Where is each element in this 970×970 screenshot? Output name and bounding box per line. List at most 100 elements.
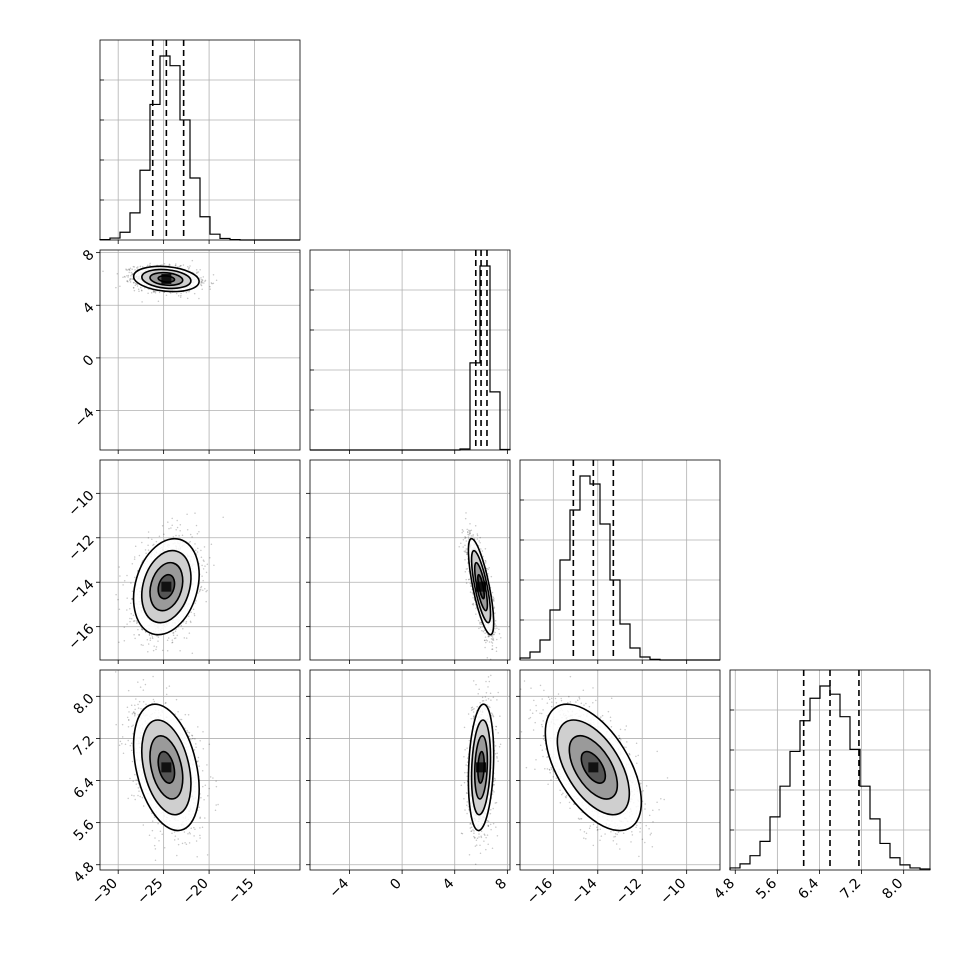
sample-point — [193, 614, 196, 617]
sample-point — [469, 522, 471, 525]
sample-point — [147, 292, 149, 294]
sample-point — [479, 626, 482, 629]
contour-3 — [157, 274, 176, 283]
sample-point — [145, 552, 147, 554]
sample-point — [134, 545, 137, 548]
sample-point — [486, 639, 489, 642]
sample-point — [155, 648, 157, 651]
sample-point — [483, 639, 486, 642]
sample-point — [202, 568, 205, 570]
sample-point — [201, 278, 204, 281]
sample-point — [486, 657, 489, 659]
sample-point — [129, 281, 132, 283]
sample-point — [168, 264, 170, 267]
sample-point — [142, 644, 144, 647]
sample-point — [129, 617, 131, 620]
sample-point — [172, 632, 174, 634]
sample-point — [484, 639, 486, 642]
density-peak — [476, 581, 487, 592]
contour-2 — [149, 271, 184, 287]
sample-point — [172, 536, 175, 538]
sample-point — [179, 530, 181, 532]
sample-point — [196, 532, 199, 535]
histogram-panel-1 — [309, 249, 511, 454]
sample-point — [118, 608, 121, 611]
sample-point — [500, 636, 502, 639]
sample-point — [140, 644, 143, 646]
sample-point — [151, 538, 153, 541]
sample-point — [205, 600, 207, 603]
sample-point — [152, 291, 155, 293]
sample-point — [123, 580, 126, 582]
sample-point — [152, 649, 155, 652]
sample-point — [132, 282, 135, 284]
sample-point — [204, 279, 207, 282]
sample-point — [466, 567, 469, 570]
sample-point — [211, 282, 213, 285]
sample-point — [146, 638, 149, 641]
sample-point — [131, 590, 134, 592]
sample-point — [490, 575, 493, 578]
sample-point — [464, 544, 466, 547]
sample-point — [476, 533, 479, 535]
sample-point — [166, 649, 169, 652]
sample-point — [125, 268, 127, 270]
sample-point — [185, 637, 188, 639]
sample-point — [491, 648, 494, 650]
histogram-step — [519, 475, 720, 661]
sample-point — [203, 546, 206, 548]
sample-point — [129, 267, 132, 270]
sample-point — [465, 550, 467, 552]
sample-point — [130, 618, 133, 620]
sample-point — [488, 635, 490, 638]
contour-1 — [470, 549, 492, 624]
sample-point — [179, 296, 182, 298]
sample-point — [129, 777, 131, 780]
sample-point — [480, 548, 482, 550]
sample-point — [151, 637, 154, 640]
sample-point — [470, 529, 473, 532]
sample-point — [127, 274, 130, 277]
sample-point — [133, 289, 136, 292]
sample-point — [176, 526, 179, 529]
sample-point — [198, 590, 201, 593]
sample-point — [474, 603, 477, 606]
contour-2 — [149, 561, 184, 612]
sample-point — [195, 600, 197, 602]
sample-point — [202, 559, 205, 561]
sample-point — [464, 559, 466, 561]
sample-point — [117, 598, 119, 601]
sample-point — [137, 266, 139, 268]
density-peak — [161, 273, 172, 284]
sample-point — [137, 288, 140, 291]
y-tick-label: −14 — [65, 577, 97, 609]
sample-point — [472, 534, 474, 536]
sample-point — [202, 276, 205, 278]
sample-point — [496, 638, 498, 641]
contour-0 — [132, 265, 200, 293]
sample-point — [134, 637, 136, 640]
sample-point — [129, 607, 131, 610]
sample-point — [471, 592, 474, 594]
sample-point — [167, 637, 170, 639]
sample-point — [199, 269, 201, 271]
panel-frame — [309, 459, 511, 661]
sample-point — [131, 597, 133, 600]
panel-frame — [519, 459, 721, 661]
sample-point — [467, 531, 469, 534]
sample-point — [136, 622, 138, 625]
sample-point — [133, 633, 135, 636]
sample-point — [175, 534, 177, 537]
sample-point — [138, 554, 141, 557]
sample-point — [189, 533, 192, 536]
sample-point — [181, 534, 184, 537]
sample-point — [189, 540, 191, 543]
sample-point — [462, 538, 465, 541]
sample-point — [147, 643, 150, 645]
sample-point — [165, 294, 168, 297]
sample-point — [133, 558, 136, 560]
sample-point — [467, 578, 470, 581]
sample-point — [128, 269, 131, 272]
sample-point — [102, 270, 104, 273]
y-tick-label: −12 — [65, 532, 97, 564]
